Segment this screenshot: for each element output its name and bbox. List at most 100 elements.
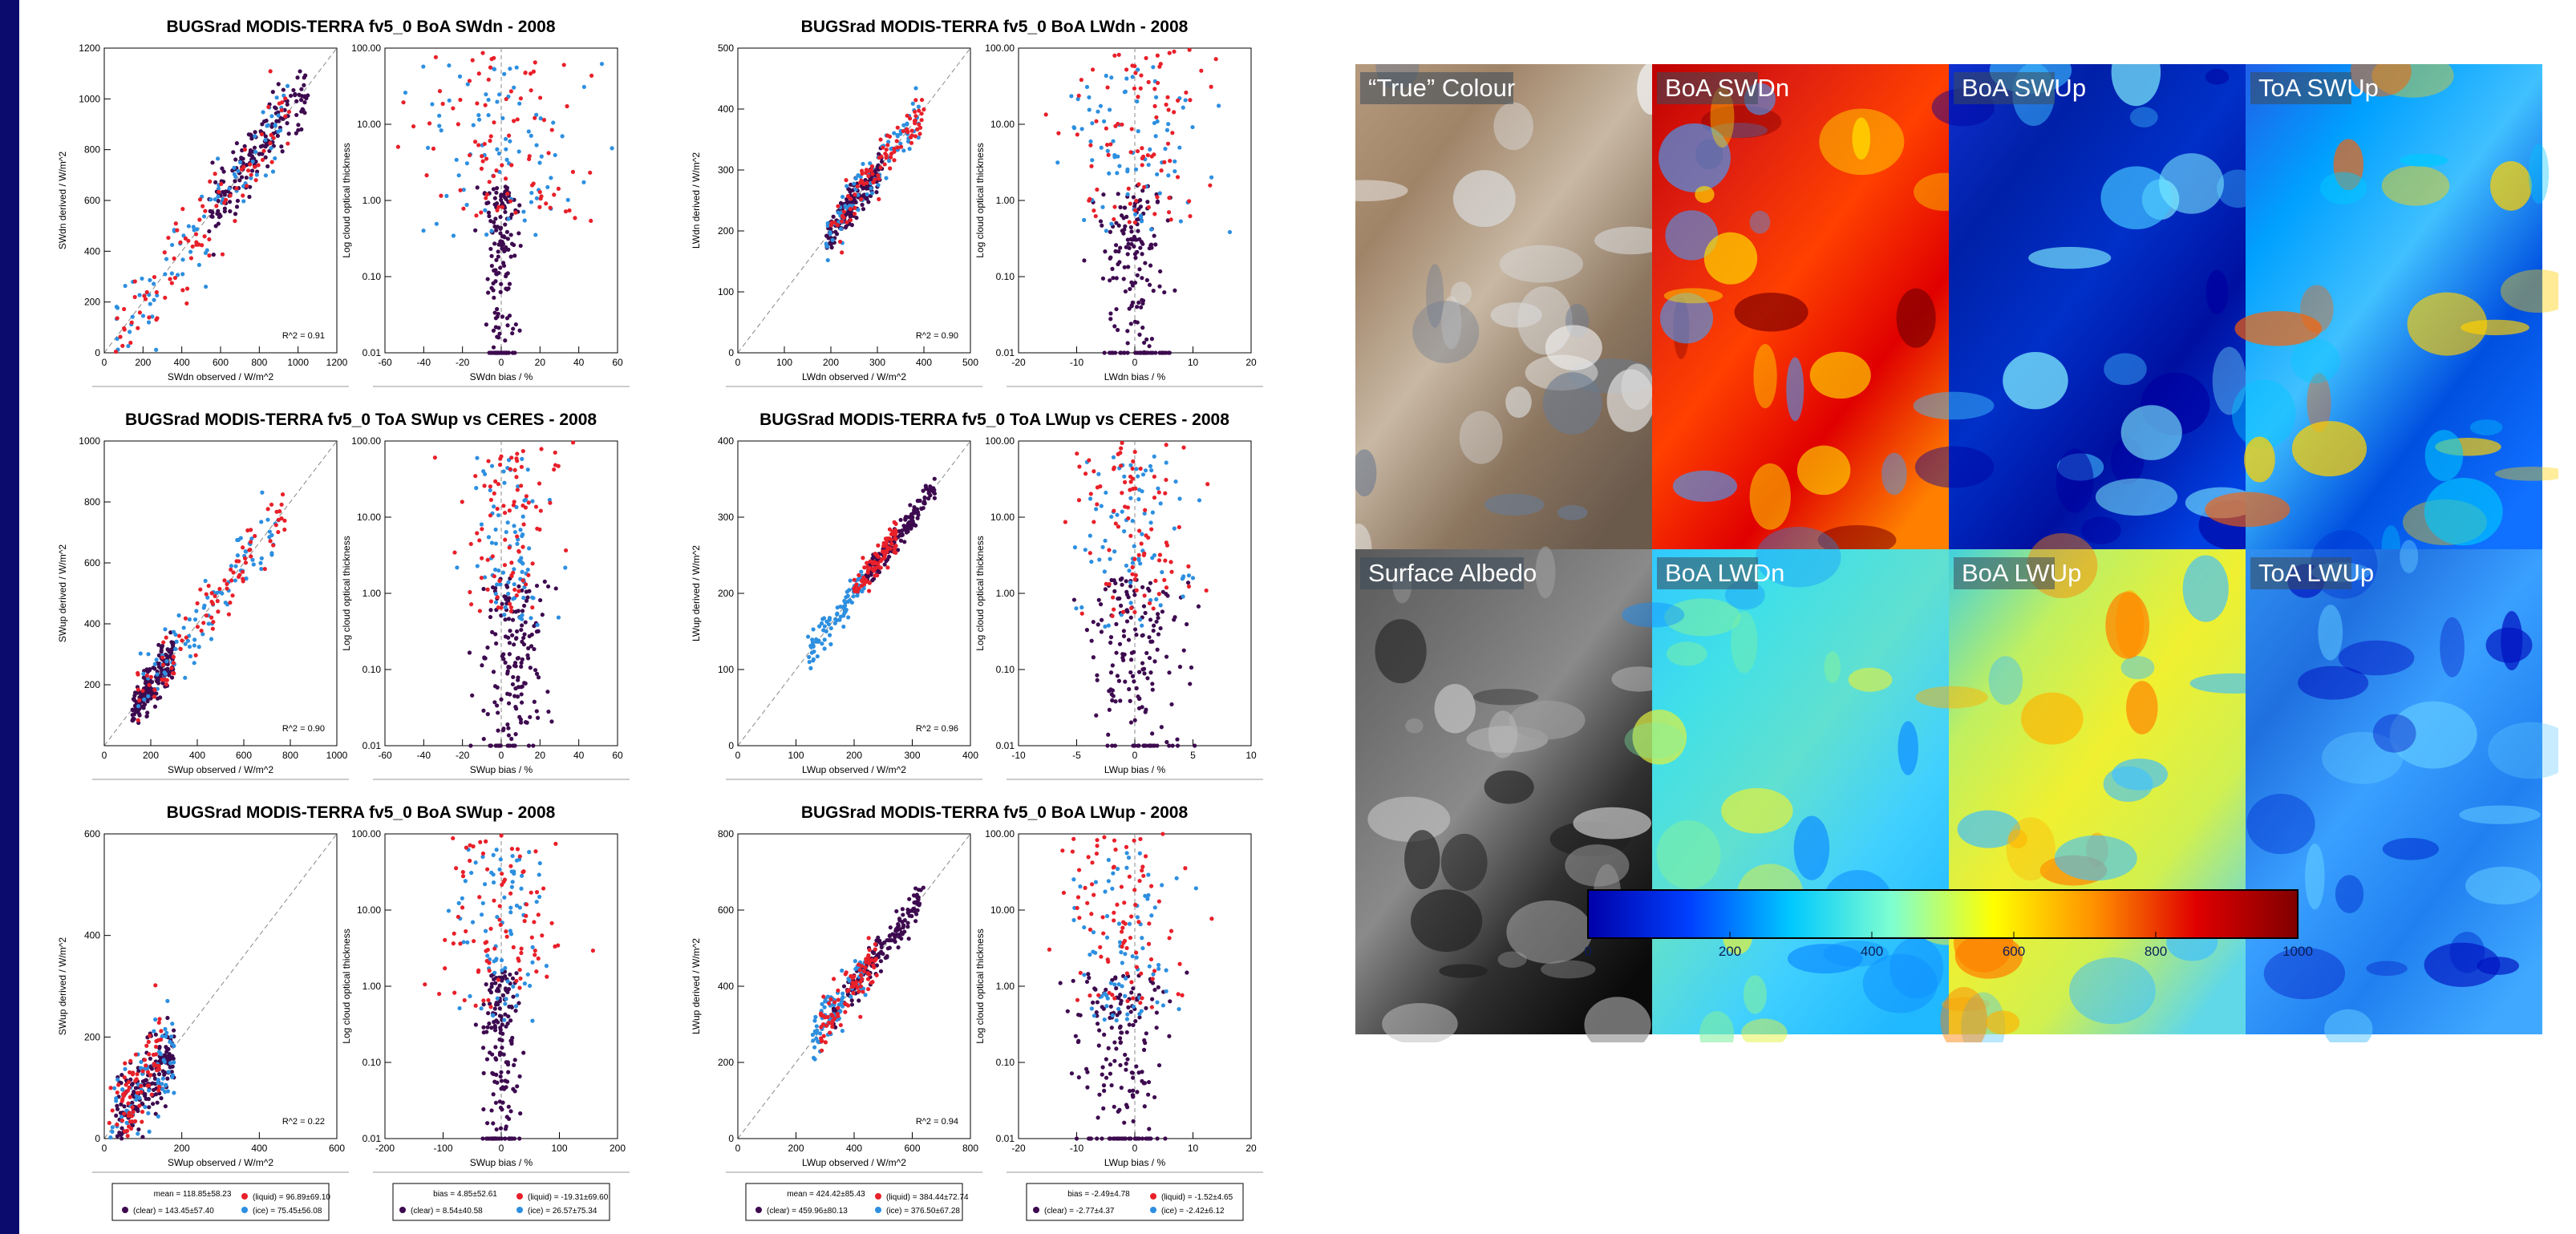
bias-point-clear: [1086, 1136, 1092, 1141]
bias-point-clear: [1108, 255, 1113, 260]
map-texture: [2400, 540, 2419, 573]
scatter-point-clear: [260, 122, 265, 127]
scatter-point-liquid: [144, 1043, 149, 1048]
scatter-point-liquid: [241, 164, 246, 169]
scatter-point-ice: [811, 1038, 816, 1043]
bias-point-clear: [485, 645, 490, 650]
bias-point-liquid: [498, 922, 503, 927]
bias-point-clear: [1152, 987, 1157, 993]
legend-liquid-marker: [241, 1193, 248, 1200]
bias-point-clear: [1143, 610, 1148, 616]
scatter-point-clear: [119, 1102, 124, 1107]
bias-point-clear: [495, 225, 500, 229]
bias-point-clear: [497, 1099, 502, 1104]
scatter-point-ice: [181, 625, 186, 630]
bias-point-liquid: [520, 578, 525, 583]
scatter-point-liquid: [905, 113, 909, 118]
bias-point-ice: [1142, 511, 1147, 516]
bias-point-liquid: [539, 194, 544, 199]
scatter-point-liquid: [197, 217, 202, 222]
bias-point-liquid: [564, 548, 569, 553]
scatter-point-clear: [877, 939, 881, 945]
bias-point-ice: [1148, 463, 1153, 468]
scatter-point-liquid: [199, 628, 204, 633]
bias-point-ice: [1106, 879, 1111, 884]
bias-point-ice: [495, 914, 500, 920]
scatter-point-liquid: [913, 121, 917, 126]
map-texture: [2305, 843, 2325, 910]
bias-point-clear: [1140, 301, 1145, 306]
scatter-point-ice: [156, 1080, 160, 1085]
bias-point-clear: [496, 254, 500, 259]
bias-point-liquid: [1107, 990, 1112, 995]
bias-point-liquid: [1147, 601, 1152, 605]
scatter-point-liquid: [136, 326, 140, 330]
scatter-point-ice: [853, 959, 857, 964]
bias-point-clear: [481, 1002, 486, 1007]
bias-point-ice: [503, 965, 508, 970]
panel-label: BoA LWUp: [1962, 559, 2081, 587]
scatter-point-ice: [192, 643, 196, 648]
bias-point-clear: [516, 1001, 521, 1005]
scatter-point-ice: [840, 995, 845, 1000]
scatter-point-ice: [170, 1074, 175, 1080]
scatter-point-liquid: [184, 301, 189, 306]
bias-point-ice: [1089, 559, 1094, 564]
map-texture: [2424, 477, 2503, 546]
scatter-point-clear: [907, 520, 913, 524]
map-texture: [2205, 492, 2290, 528]
map-texture: [1499, 245, 1583, 283]
scatter-point-liquid: [821, 1034, 826, 1038]
x-tick-label: 600: [904, 1143, 920, 1154]
map-texture: [2501, 269, 2558, 314]
scatter-point-ice: [285, 83, 290, 88]
scatter-point-ice: [901, 123, 906, 127]
scatter-point-clear: [169, 675, 175, 680]
bias-point-clear: [507, 1004, 512, 1009]
bias-point-clear: [484, 1057, 490, 1062]
legend-ice: (ice) = 376.50±67.28: [886, 1207, 960, 1216]
bias-point-liquid: [1121, 941, 1126, 945]
bias-point-clear: [1122, 1120, 1127, 1125]
scatter-point-clear: [140, 1135, 145, 1139]
bias-point-clear: [504, 601, 509, 606]
scatter-point-clear: [248, 148, 253, 153]
bias-point-clear: [1159, 350, 1164, 355]
bias-point-clear: [1148, 670, 1153, 675]
bias-point-liquid: [480, 556, 484, 560]
bias-point-ice: [1082, 924, 1087, 930]
colorbar-tick-label: 600: [2003, 944, 2025, 959]
scatter-point-clear: [274, 119, 279, 123]
bias-point-liquid: [1111, 595, 1116, 600]
scatter-point-liquid: [213, 172, 217, 176]
bias-point-ice: [476, 112, 481, 118]
map-texture: [1941, 997, 1991, 1012]
bias-point-liquid: [1112, 607, 1116, 612]
scatter-point-liquid: [824, 1023, 829, 1028]
scatter-point-liquid: [876, 173, 881, 178]
bias-point-clear: [504, 1060, 508, 1065]
scatter-point-ice: [213, 196, 217, 202]
scatter-point-clear: [244, 175, 249, 180]
map-texture: [2381, 165, 2450, 206]
bias-point-clear: [519, 664, 524, 669]
bias-point-clear: [1129, 229, 1134, 234]
bias-point-clear: [510, 617, 516, 622]
y-tick-label: 600: [84, 195, 100, 206]
map-texture: [1881, 452, 1907, 496]
map-texture: [2298, 666, 2369, 700]
bias-point-liquid: [487, 180, 492, 184]
bias-point-liquid: [468, 541, 473, 547]
scatter-point-clear: [115, 1107, 120, 1111]
bias-point-liquid: [1152, 87, 1157, 91]
bias-point-clear: [1156, 1062, 1162, 1068]
panel-label-bg: [2250, 557, 2351, 589]
bias-point-clear: [484, 982, 488, 987]
bias-point-liquid: [523, 71, 528, 75]
scatter-point-liquid: [884, 147, 889, 152]
bias-point-clear: [1154, 1026, 1159, 1030]
bias-point-ice: [1109, 514, 1114, 520]
scatter-point-ice: [146, 320, 152, 325]
bias-point-clear: [492, 684, 498, 689]
